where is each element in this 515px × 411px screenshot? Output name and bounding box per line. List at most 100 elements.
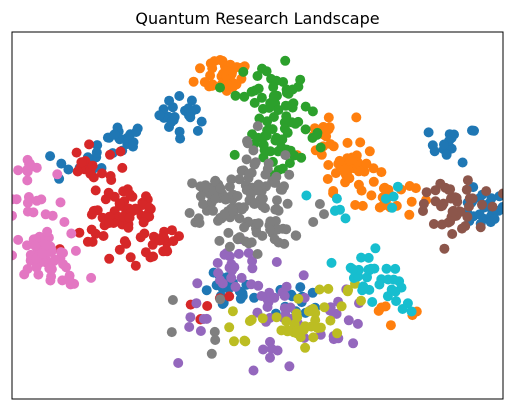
scatter-point-series-8 <box>227 306 238 317</box>
scatter-point-series-6 <box>66 228 77 239</box>
scatter-point-series-5 <box>477 199 487 210</box>
scatter-point-series-1 <box>325 139 336 150</box>
scatter-point-series-9 <box>387 202 398 213</box>
scatter-point-series-7 <box>281 224 292 235</box>
scatter-point-series-3 <box>119 236 130 247</box>
scatter-point-series-2 <box>312 127 323 138</box>
scatter-point-series-4 <box>213 268 224 278</box>
scatter-point-series-3 <box>84 139 95 150</box>
scatter-point-series-7 <box>226 205 237 216</box>
scatter-point-series-9 <box>406 306 417 317</box>
scatter-point-series-7 <box>319 209 329 220</box>
scatter-point-series-4 <box>226 272 237 283</box>
scatter-point-series-8 <box>336 301 347 312</box>
scatter-point-series-4 <box>298 270 309 281</box>
scatter-point-series-8 <box>257 313 268 324</box>
scatter-point-series-0 <box>174 126 185 137</box>
scatter-point-series-7 <box>198 199 208 210</box>
scatter-point-series-7 <box>215 294 226 305</box>
scatter-point-series-3 <box>154 235 165 246</box>
scatter-point-series-7 <box>210 193 221 204</box>
scatter-point-series-0 <box>439 139 449 150</box>
scatter-point-series-9 <box>380 193 391 204</box>
scatter-point-series-7 <box>265 216 276 227</box>
scatter-point-series-2 <box>239 91 250 102</box>
scatter-point-series-7 <box>272 224 283 235</box>
scatter-point-series-0 <box>201 285 212 296</box>
chart-title: Quantum Research Landscape <box>135 9 379 28</box>
scatter-point-series-1 <box>342 137 353 148</box>
scatter-point-series-3 <box>71 147 82 158</box>
scatter-point-series-1 <box>406 196 417 207</box>
scatter-point-series-2 <box>300 124 311 135</box>
scatter-point-series-6 <box>22 175 33 186</box>
scatter-point-series-5 <box>457 223 467 234</box>
scatter-point-series-5 <box>447 206 458 217</box>
scatter-point-series-2 <box>262 116 273 127</box>
scatter-point-series-7 <box>208 205 218 216</box>
scatter-point-series-1 <box>353 179 364 190</box>
scatter-point-series-1 <box>385 320 396 331</box>
scatter-point-series-7 <box>252 249 263 259</box>
scatter-point-series-0 <box>192 125 203 136</box>
scatter-point-series-7 <box>314 199 325 209</box>
scatter-point-series-7 <box>265 224 276 235</box>
scatter-point-series-7 <box>252 121 263 132</box>
scatter-point-series-6 <box>64 274 75 285</box>
scatter-point-series-1 <box>339 164 350 175</box>
scatter-point-series-1 <box>404 181 415 191</box>
scatter-point-series-7 <box>308 217 319 227</box>
scatter-point-series-2 <box>254 113 265 124</box>
scatter-point-series-3 <box>97 168 107 179</box>
scatter-point-series-2 <box>238 66 249 77</box>
scatter-point-series-1 <box>355 137 366 148</box>
scatter-point-series-1 <box>361 158 372 169</box>
scatter-point-series-2 <box>267 96 278 107</box>
scatter-point-series-9 <box>331 193 342 204</box>
scatter-point-series-4 <box>271 257 282 267</box>
scatter-point-series-6 <box>31 262 42 273</box>
scatter-point-series-7 <box>272 195 282 206</box>
scatter-point-series-2 <box>261 66 272 77</box>
scatter-point-series-2 <box>273 105 284 115</box>
scatter-point-series-8 <box>298 324 309 335</box>
scatter-point-series-0 <box>474 209 485 220</box>
scatter-point-series-4 <box>256 291 267 301</box>
scatter-point-series-8 <box>246 314 257 325</box>
scatter-point-series-2 <box>279 117 290 128</box>
scatter-point-series-6 <box>40 209 51 220</box>
scatter-point-series-2 <box>230 90 241 101</box>
scatter-point-series-5 <box>498 188 503 199</box>
scatter-point-series-1 <box>188 76 199 87</box>
scatter-point-series-1 <box>378 183 389 194</box>
scatter-point-series-9 <box>386 284 397 295</box>
scatter-point-series-6 <box>42 226 53 237</box>
scatter-point-series-4 <box>248 365 259 376</box>
scatter-point-series-7 <box>195 191 206 202</box>
scatter-point-series-2 <box>246 86 257 97</box>
scatter-point-series-9 <box>370 243 381 254</box>
scatter-point-series-7 <box>234 174 245 185</box>
scatter-point-series-9 <box>367 297 378 307</box>
scatter-point-series-2 <box>270 135 281 146</box>
scatter-point-series-7 <box>167 295 178 305</box>
scatter-point-series-2 <box>259 145 270 156</box>
scatter-point-series-9 <box>326 257 337 268</box>
scatter-point-series-4 <box>247 263 258 274</box>
scatter-point-series-8 <box>356 295 366 306</box>
scatter-point-series-6 <box>28 207 39 218</box>
scatter-point-series-8 <box>300 342 311 353</box>
scatter-point-series-5 <box>464 193 475 204</box>
scatter-point-series-4 <box>281 281 292 292</box>
scatter-point-series-3 <box>76 157 87 168</box>
scatter-point-series-5 <box>421 187 432 198</box>
scatter-point-series-2 <box>249 97 260 108</box>
scatter-point-series-7 <box>214 235 225 246</box>
scatter-point-series-7 <box>224 181 235 192</box>
scatter-point-series-5 <box>481 186 492 197</box>
scatter-point-series-1 <box>351 112 362 123</box>
scatter-point-series-3 <box>115 146 126 157</box>
scatter-point-series-6 <box>13 234 24 245</box>
scatter-point-series-6 <box>12 194 17 205</box>
scatter-point-series-7 <box>232 191 243 201</box>
